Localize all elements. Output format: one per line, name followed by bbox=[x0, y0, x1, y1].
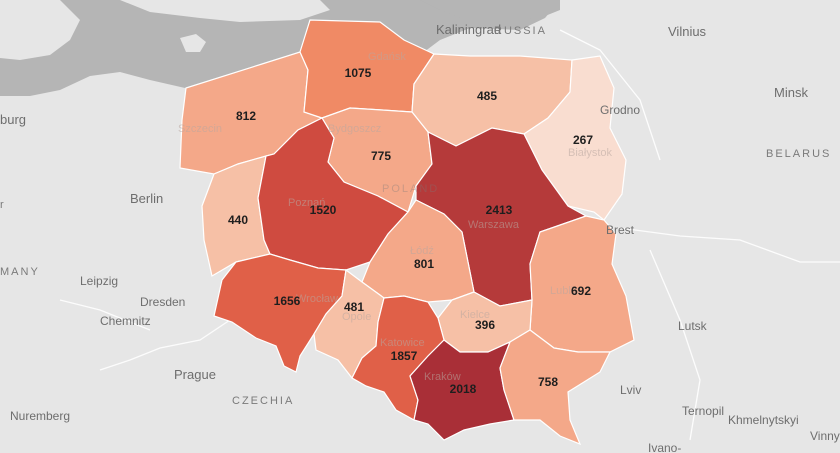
value-label-zachodniopomorskie: 812 bbox=[236, 109, 256, 123]
city-label-ivano: Ivano- bbox=[648, 441, 681, 453]
city-label-nuremberg: Nuremberg bbox=[10, 409, 70, 423]
city-label-grodno: Grodno bbox=[600, 103, 640, 117]
city-label-dresden: Dresden bbox=[140, 295, 185, 309]
city-label-vinny: Vinny bbox=[810, 429, 840, 443]
value-label-lodzkie: 801 bbox=[414, 257, 434, 271]
country-label-czechia: CZECHIA bbox=[232, 395, 294, 407]
city-label-brest: Brest bbox=[606, 223, 635, 237]
ghost-label-opole: Opole bbox=[342, 311, 371, 323]
danish-coast bbox=[0, 0, 80, 60]
city-label-lviv: Lviv bbox=[620, 383, 641, 397]
value-label-pomorskie: 1075 bbox=[345, 66, 372, 80]
country-borders bbox=[59, 29, 840, 441]
region-lodzkie[interactable] bbox=[361, 199, 475, 303]
region-value-labels: 812 1075 485 267 775 1520 440 2413 801 6… bbox=[228, 66, 593, 396]
ghost-label-krakow: Kraków bbox=[424, 371, 461, 383]
basemap-city-labels-poland: Gdańsk Szczecin Bydgoszcz Poznań Warszaw… bbox=[178, 51, 613, 383]
value-label-opolskie: 481 bbox=[344, 300, 364, 314]
city-label-berlin: Berlin bbox=[130, 191, 163, 206]
city-label-ternopil: Ternopil bbox=[682, 404, 724, 418]
value-label-mazowieckie: 2413 bbox=[486, 203, 513, 217]
country-label-belarus: BELARUS bbox=[766, 148, 831, 160]
region-dolnoslaskie[interactable] bbox=[213, 253, 347, 373]
ghost-label-katowice: Katowice bbox=[380, 337, 425, 349]
ghost-label-szczecin: Szczecin bbox=[178, 123, 222, 135]
ghost-label-bialystok: Białystok bbox=[568, 147, 613, 159]
value-label-lubuskie: 440 bbox=[228, 213, 248, 227]
ghost-label-lublin: Lublin bbox=[550, 285, 579, 297]
city-label-burg: burg bbox=[0, 112, 26, 127]
swedish-coast bbox=[120, 0, 330, 22]
city-label-minsk: Minsk bbox=[774, 85, 808, 100]
city-label-prague: Prague bbox=[174, 367, 216, 382]
value-label-swietokrzyskie: 396 bbox=[475, 318, 495, 332]
voivodeship-regions bbox=[179, 19, 635, 446]
ghost-label-lodz: Łódź bbox=[410, 245, 434, 257]
country-label-germany: MANY bbox=[0, 266, 40, 278]
value-label-dolnoslaskie: 1656 bbox=[274, 294, 301, 308]
city-label-lutsk: Lutsk bbox=[678, 319, 708, 333]
ghost-label-gdansk: Gdańsk bbox=[368, 51, 406, 63]
city-label-khmelnytskyi: Khmelnytskyi bbox=[728, 413, 799, 427]
ghost-label-warszawa: Warszawa bbox=[468, 219, 520, 231]
city-label-vilnius: Vilnius bbox=[668, 24, 707, 39]
region-podlaskie[interactable] bbox=[523, 55, 627, 221]
city-label-leipzig: Leipzig bbox=[80, 274, 118, 288]
city-label-chemnitz: Chemnitz bbox=[100, 314, 151, 328]
ghost-label-kielce: Kielce bbox=[460, 309, 490, 321]
value-label-warminsko-mazurskie: 485 bbox=[477, 89, 497, 103]
ghost-country-label-poland: POLAND bbox=[382, 183, 439, 195]
value-label-podkarpackie: 758 bbox=[538, 375, 558, 389]
ghost-label-bydgoszcz: Bydgoszcz bbox=[328, 123, 381, 135]
value-label-wielkopolskie: 1520 bbox=[310, 203, 337, 217]
basemap-city-labels: Kaliningrad Vilnius Minsk Grodno Brest b… bbox=[0, 22, 840, 453]
value-label-podlaskie: 267 bbox=[573, 133, 593, 147]
basemap-country-labels: RUSSIA BELARUS CZECHIA MANY r bbox=[0, 25, 831, 407]
city-label-kaliningrad: Kaliningrad bbox=[436, 22, 501, 37]
value-label-lubelskie: 692 bbox=[571, 284, 591, 298]
value-label-kujawsko-pomorskie: 775 bbox=[371, 149, 391, 163]
country-label-germany-left: r bbox=[0, 199, 6, 211]
ghost-label-wroclaw: Wrocław bbox=[296, 293, 338, 305]
ghost-label-poznan: Poznań bbox=[288, 197, 325, 209]
region-malopolskie[interactable] bbox=[409, 339, 515, 441]
bornholm-island bbox=[180, 34, 206, 52]
value-label-malopolskie: 2018 bbox=[450, 382, 477, 396]
region-podkarpackie[interactable] bbox=[499, 329, 611, 446]
value-label-slaskie: 1857 bbox=[391, 349, 418, 363]
baltic-sea-north bbox=[420, 0, 560, 22]
country-label-russia: RUSSIA bbox=[494, 25, 547, 37]
